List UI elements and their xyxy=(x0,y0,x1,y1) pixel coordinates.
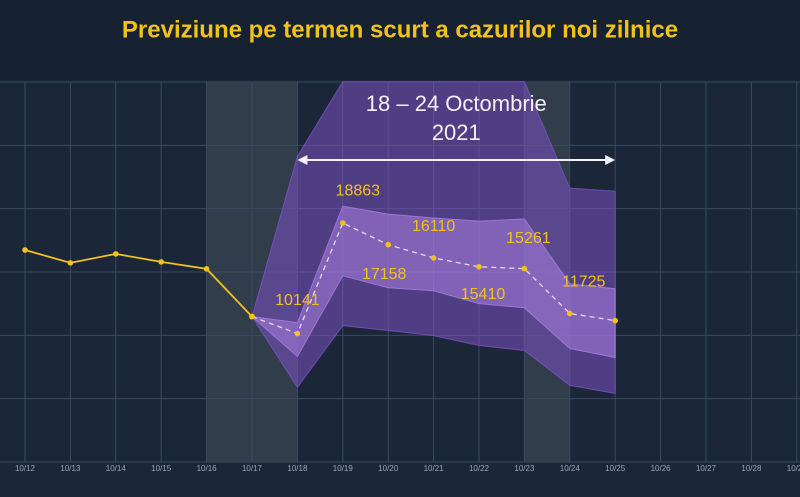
x-tick-label: 10/18 xyxy=(287,464,308,473)
data-label: 18863 xyxy=(336,182,381,199)
arrow-head xyxy=(605,155,616,165)
data-point xyxy=(294,330,301,337)
x-tick-label: 10/12 xyxy=(15,464,36,473)
x-tick-label: 10/28 xyxy=(741,464,762,473)
title-band xyxy=(0,0,800,80)
x-tick-label: 10/13 xyxy=(60,464,81,473)
data-point xyxy=(113,251,119,257)
x-tick-label: 10/26 xyxy=(651,464,672,473)
x-tick-label: 10/29 xyxy=(787,464,800,473)
data-point xyxy=(612,317,618,324)
data-label: 16110 xyxy=(412,218,455,235)
plot: 10/12 10/13 10/14 10/15 10/16 10/17 10/18 10/19… xyxy=(0,81,800,473)
annotation-text: 2021 xyxy=(432,120,481,145)
x-tick-label: 10/14 xyxy=(106,464,127,473)
data-label: 17158 xyxy=(362,266,407,283)
data-point xyxy=(430,255,437,261)
x-tick-label: 10/17 xyxy=(242,464,263,473)
chart-title: Previziune pe termen scurt a cazurilor n… xyxy=(122,16,678,43)
data-label: 15261 xyxy=(506,230,551,247)
x-tick-label: 10/19 xyxy=(333,464,354,473)
arrow-head xyxy=(297,155,308,165)
x-tick-label: 10/22 xyxy=(469,464,490,473)
data-point xyxy=(476,264,482,270)
data-point xyxy=(521,265,528,272)
x-tick-label: 10/16 xyxy=(197,464,218,473)
data-point xyxy=(158,259,164,265)
x-tick-label: 10/21 xyxy=(424,464,445,473)
x-tick-label: 10/27 xyxy=(696,464,717,473)
data-point xyxy=(203,266,210,272)
data-point xyxy=(567,310,573,317)
x-tick-label: 10/23 xyxy=(514,464,535,473)
data-label: 15410 xyxy=(461,286,506,303)
x-tick-label: 10/24 xyxy=(560,464,581,473)
x-tick-label: 10/25 xyxy=(605,464,626,473)
data-point xyxy=(385,241,392,248)
data-point xyxy=(340,220,346,226)
data-point xyxy=(249,313,255,320)
data-point xyxy=(22,247,28,253)
data-point xyxy=(67,260,74,266)
data-label: 10141 xyxy=(275,292,320,309)
series-line xyxy=(24,249,253,318)
x-tick-label: 10/15 xyxy=(151,464,172,473)
annotation-text: 18 – 24 Octombrie xyxy=(366,91,547,116)
data-label: 11725 xyxy=(562,274,605,291)
x-tick-label: 10/20 xyxy=(378,464,399,473)
